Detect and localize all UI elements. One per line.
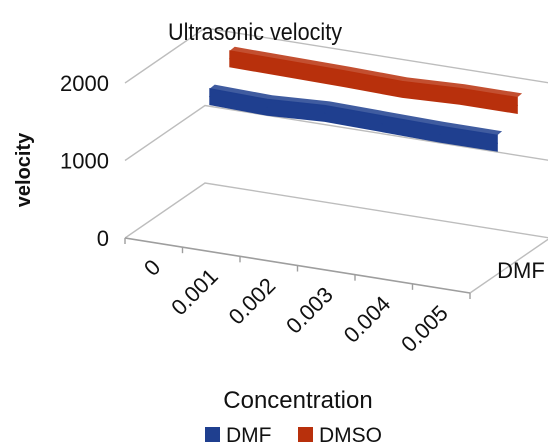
gridline	[124, 182, 548, 239]
y-tick-label: 1000	[60, 149, 109, 174]
data-point-dmso-2	[344, 78, 346, 80]
legend-swatch-dmso	[298, 427, 313, 442]
depth-axis-label: DMF	[497, 258, 545, 283]
x-tick-label: 0.005	[396, 300, 453, 357]
x-tick-labels: 0 0.001 0.002 0.003 0.004 0.005	[139, 254, 453, 356]
labels: Ultrasonic velocity velocity DMF Concent…	[13, 18, 545, 414]
series-ribbon-top-dmso	[229, 46, 523, 98]
data-point-dmf-5	[496, 142, 498, 144]
series-ribbon-top-dmf	[209, 84, 503, 136]
data-point-dmso-1	[286, 68, 288, 70]
data-point-dmf-0	[209, 96, 211, 98]
data-point-dmf-2	[324, 112, 326, 114]
gridline	[124, 27, 548, 84]
y-tick-labels: 0 1000 2000	[60, 71, 109, 251]
x-tick-label: 0.002	[224, 273, 281, 330]
data-point-dmf-3	[381, 123, 383, 125]
y-tick-label: 0	[97, 226, 109, 251]
data-point-dmso-0	[229, 58, 231, 60]
x-axis-title: Concentration	[223, 387, 372, 414]
x-tick-label: 0	[139, 254, 165, 280]
gridline	[124, 104, 548, 162]
x-tick-label: 0.004	[339, 291, 396, 348]
data-point-dmf-4	[439, 133, 441, 135]
grid	[124, 27, 548, 299]
legend-swatch-dmf	[205, 427, 220, 442]
y-axis-title: velocity	[13, 132, 35, 207]
x-tick-label: 0.001	[166, 264, 223, 321]
data-point-dmso-3	[401, 88, 403, 90]
data-point-dmf-1	[266, 106, 268, 108]
legend: DMF DMSO	[205, 424, 382, 444]
chart-title: Ultrasonic velocity	[168, 18, 343, 45]
legend-label-dmf: DMF	[226, 424, 272, 444]
data-point-dmso-5	[516, 104, 518, 106]
legend-label-dmso: DMSO	[319, 424, 382, 444]
x-tick-label: 0.003	[281, 282, 338, 339]
floor-edge	[469, 238, 548, 294]
series-layer	[209, 46, 523, 152]
y-tick-label: 2000	[60, 71, 109, 96]
data-point-dmso-4	[459, 95, 461, 97]
